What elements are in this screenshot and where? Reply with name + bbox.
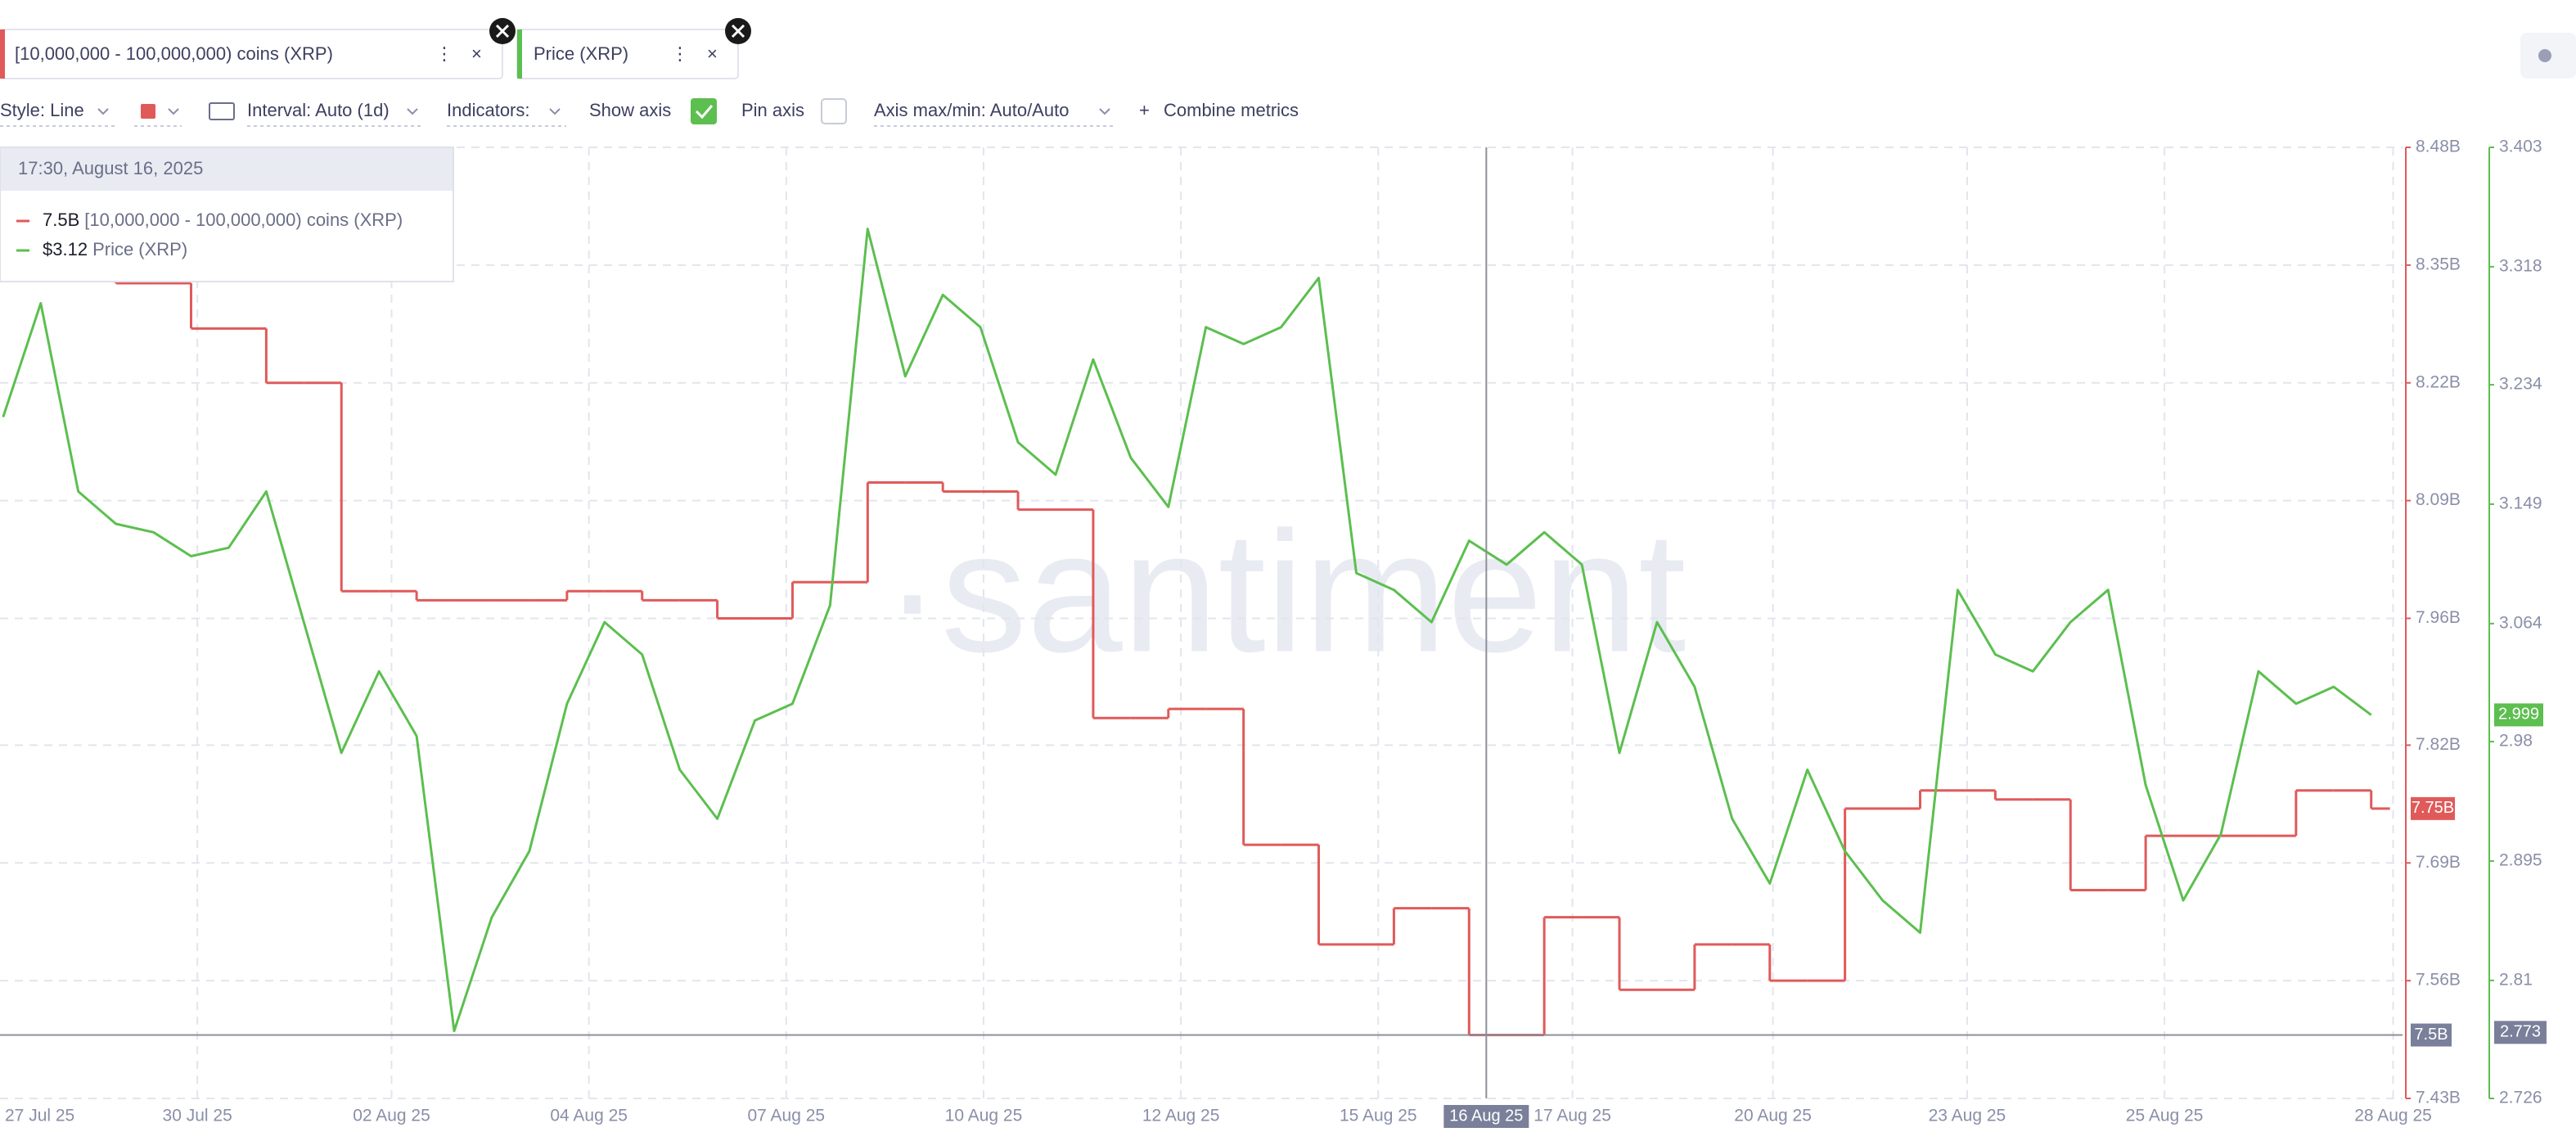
x-tick-label: 12 Aug 25	[1142, 1107, 1220, 1125]
crosshair-y2-badge-bg	[2494, 1021, 2547, 1044]
crosshair-x-badge: 16 Aug 25	[1449, 1107, 1523, 1125]
x-tick-label: 20 Aug 25	[1734, 1107, 1812, 1125]
tooltip: 17:30, August 16, 2025 7.5B [10,000,000 - …	[0, 147, 454, 282]
y2-tick-label: 2.895	[2499, 850, 2542, 869]
chip-remove[interactable]: ×	[707, 43, 718, 64]
settings-dot	[2538, 49, 2551, 62]
chip-menu[interactable]: ⋮	[671, 43, 689, 64]
check-icon	[695, 105, 714, 120]
tooltip-series-name: Price (XRP)	[92, 239, 187, 259]
y-tick-label: 7.96B	[2416, 608, 2461, 627]
chip-color	[0, 29, 5, 79]
y2-tick-label: 2.81	[2499, 970, 2533, 989]
last-value-badge-bg	[2494, 703, 2543, 727]
show-axis-label: Show axis	[589, 100, 671, 120]
plus-icon: +	[1139, 100, 1150, 120]
chevron	[1099, 108, 1110, 115]
interval-select[interactable]: Interval: Auto (1d)	[247, 100, 390, 120]
crosshair-x-badge-bg	[1443, 1105, 1529, 1128]
chevron	[549, 108, 561, 115]
y2-tick-label: 3.064	[2499, 613, 2542, 632]
y-tick-label: 7.82B	[2416, 735, 2461, 754]
pin-axis-checkbox[interactable]	[821, 98, 847, 124]
last-value-badge-bg	[2411, 796, 2455, 820]
indicators-select[interactable]: Indicators:	[447, 100, 530, 120]
x-tick-label: 15 Aug 25	[1340, 1107, 1417, 1125]
tooltip-header	[1, 148, 453, 191]
combine-metrics[interactable]: Combine metrics	[1164, 100, 1299, 120]
y2-tick-label: 2.726	[2499, 1089, 2542, 1107]
y-tick-label: 7.69B	[2416, 853, 2461, 872]
y-tick-label: 8.09B	[2416, 490, 2461, 509]
last-value-badge: 2.999	[2498, 706, 2539, 724]
crosshair-y-badge: 7.5B	[2414, 1026, 2448, 1044]
x-tick-label: 02 Aug 25	[353, 1107, 430, 1125]
last-value-badge: 7.75B	[2412, 799, 2454, 817]
x-tick-label: 27 Jul 25	[5, 1107, 74, 1125]
crosshair-y-badge-bg	[2411, 1023, 2452, 1047]
metric-chip[interactable]: [10,000,000 - 100,000,000) coins (XRP) ⋮…	[0, 18, 516, 79]
x-tick-label: 10 Aug 25	[945, 1107, 1023, 1125]
y-tick-label: 7.56B	[2416, 971, 2461, 990]
chip-label: [10,000,000 - 100,000,000) coins (XRP)	[15, 43, 333, 64]
x-tick-label: 23 Aug 25	[1929, 1107, 2006, 1125]
color-picker[interactable]	[141, 104, 155, 119]
x-tick-label: 28 Aug 25	[2354, 1107, 2432, 1125]
interval-icon	[209, 102, 235, 120]
chevron	[407, 108, 418, 115]
y-tick-label: 8.22B	[2416, 372, 2461, 391]
chip-color	[517, 29, 522, 79]
tooltip-value: $3.12	[43, 239, 88, 259]
y2-tick-label: 3.403	[2499, 138, 2542, 156]
pin-axis-label: Pin axis	[741, 100, 804, 120]
x-tick-label: 07 Aug 25	[748, 1107, 826, 1125]
plot-area: 27 Jul 25 30 Jul 25 02 Aug 25 04 Aug 25 07 A…	[0, 138, 2542, 1125]
chip-menu[interactable]: ⋮	[435, 43, 453, 64]
x-tick-label: 17 Aug 25	[1533, 1107, 1611, 1125]
axis-minmax-select[interactable]: Axis max/min: Auto/Auto	[874, 100, 1069, 120]
chip-remove[interactable]: ×	[471, 43, 482, 64]
show-axis-checkbox[interactable]	[691, 98, 717, 124]
y-tick-label: 8.48B	[2416, 138, 2461, 156]
y-tick-label: 8.35B	[2416, 255, 2461, 273]
x-tick-label: 30 Jul 25	[163, 1107, 232, 1125]
tooltip-title: 17:30, August 16, 2025	[18, 158, 203, 178]
chip-close-icon	[731, 24, 745, 38]
tooltip-value: 7.5B	[43, 210, 79, 230]
watermark: ·santiment	[884, 495, 1686, 688]
price-line	[2, 228, 2372, 1033]
y2-tick-label: 3.234	[2499, 375, 2542, 394]
tooltip-series-name: [10,000,000 - 100,000,000) coins (XRP)	[84, 210, 403, 230]
metric-chip[interactable]: Price (XRP) ⋮ ×	[516, 18, 751, 79]
toolbar: Style: Line Interval: Auto (1d) Indicato…	[0, 98, 1299, 127]
chip-box	[0, 29, 503, 79]
crosshair-y2-badge: 2.773	[2500, 1023, 2541, 1041]
x-tick-label: 04 Aug 25	[550, 1107, 628, 1125]
x-tick-label: 25 Aug 25	[2126, 1107, 2204, 1125]
y2-tick-label: 3.318	[2499, 256, 2542, 275]
chevron	[168, 108, 179, 115]
chevron	[97, 108, 109, 115]
y-tick-label: 7.43B	[2416, 1089, 2461, 1107]
overlay: 7.75B 2.999 16 Aug 25 7.5B 2.773 17:30, Augus…	[0, 147, 2547, 1128]
y2-tick-label: 3.149	[2499, 494, 2542, 513]
y2-tick-label: 2.98	[2499, 732, 2533, 751]
chip-label: Price (XRP)	[534, 43, 628, 64]
style-select[interactable]: Style: Line	[0, 100, 84, 120]
chip-close-icon	[495, 24, 510, 38]
